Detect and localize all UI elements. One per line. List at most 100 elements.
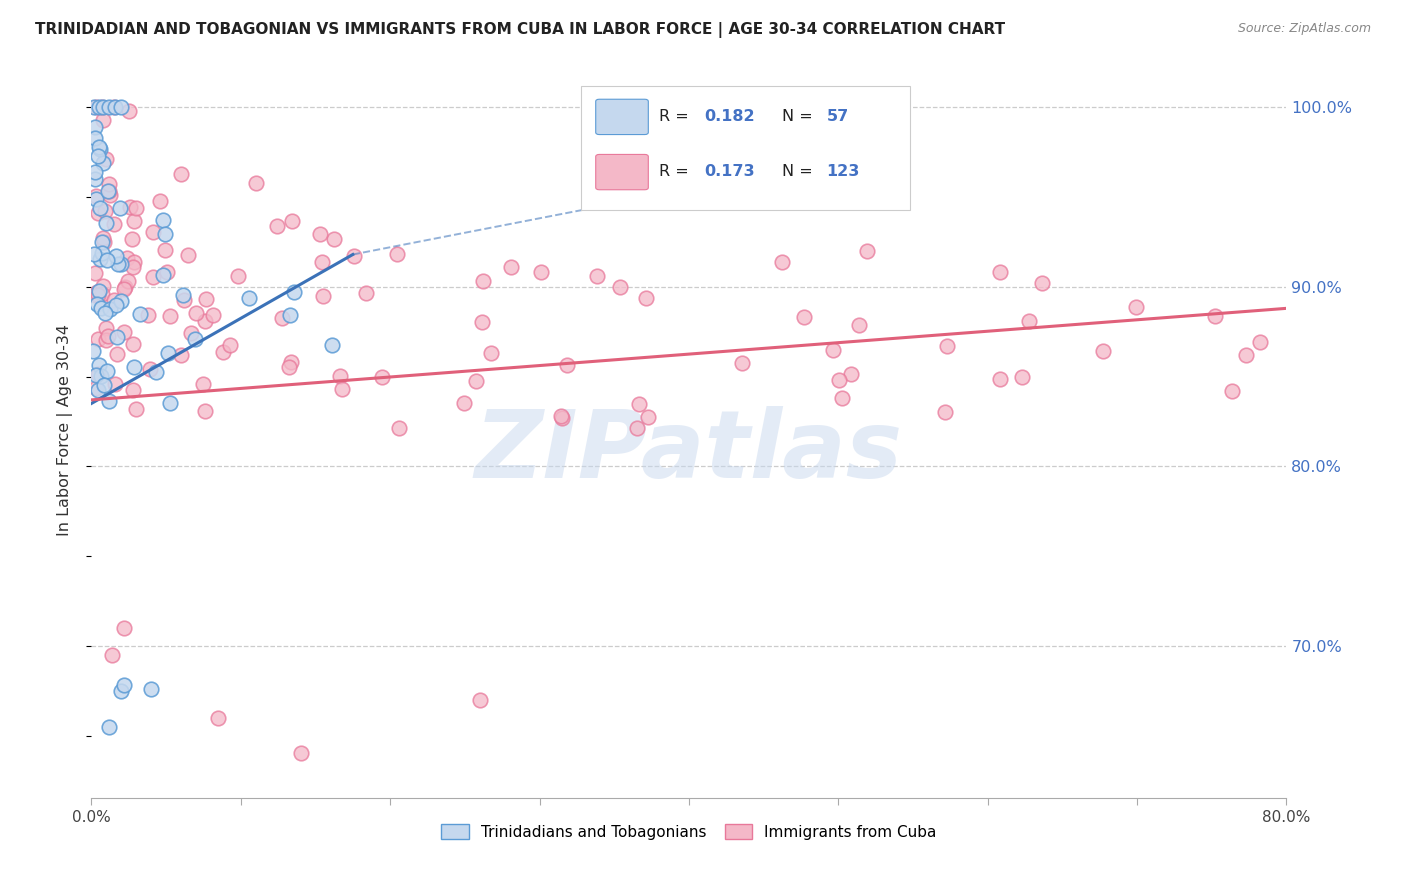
Point <box>311 255 333 269</box>
Point <box>98 185 121 199</box>
Text: N =: N = <box>782 109 818 124</box>
Point <box>122 383 145 397</box>
Point <box>856 244 879 259</box>
Point <box>105 249 128 263</box>
Point <box>94 153 117 167</box>
Point <box>1091 343 1114 358</box>
Point <box>1204 309 1226 323</box>
Point <box>90 301 112 315</box>
Text: 0.173: 0.173 <box>704 164 755 179</box>
Point <box>201 309 224 323</box>
Point <box>103 293 125 307</box>
Point <box>98 178 121 192</box>
Point <box>626 421 648 435</box>
Point <box>934 405 956 419</box>
Point <box>170 167 193 181</box>
Point <box>628 397 651 411</box>
Point <box>309 227 332 241</box>
Point <box>278 359 301 374</box>
Point <box>117 274 139 288</box>
Point <box>371 370 394 384</box>
Point <box>1018 314 1040 328</box>
Point <box>839 368 862 382</box>
Point <box>122 360 145 375</box>
Point <box>472 274 495 288</box>
Point <box>89 143 111 157</box>
Point <box>110 683 132 698</box>
Point <box>121 232 143 246</box>
Point <box>988 372 1011 386</box>
Point <box>311 288 333 302</box>
Point <box>115 252 138 266</box>
Point <box>530 265 553 279</box>
Point <box>122 255 145 269</box>
Point <box>194 314 217 328</box>
Point <box>94 320 117 334</box>
Point <box>84 368 107 382</box>
Point <box>105 346 128 360</box>
Point <box>98 393 121 408</box>
Point <box>82 344 104 359</box>
Point <box>1220 384 1243 399</box>
Point <box>89 140 111 154</box>
Point <box>90 100 112 114</box>
Point <box>139 362 162 376</box>
Point <box>118 200 141 214</box>
Point <box>87 383 110 397</box>
Point <box>112 678 135 692</box>
Point <box>283 285 305 300</box>
Point <box>83 100 105 114</box>
Point <box>988 264 1011 278</box>
Point <box>290 747 312 761</box>
Point <box>121 260 143 274</box>
Point <box>177 248 200 262</box>
Point <box>1236 348 1258 362</box>
Point <box>551 411 574 425</box>
Point <box>152 268 174 283</box>
Point <box>84 192 107 206</box>
Point <box>87 100 110 114</box>
Point <box>153 227 176 241</box>
Point <box>479 346 502 360</box>
Point <box>84 381 107 395</box>
Point <box>270 311 292 326</box>
Legend: Trinidadians and Tobagonians, Immigrants from Cuba: Trinidadians and Tobagonians, Immigrants… <box>434 818 943 846</box>
Point <box>87 288 110 302</box>
Point <box>793 310 815 324</box>
Point <box>170 348 193 362</box>
Point <box>173 293 195 308</box>
Point <box>1125 301 1147 315</box>
Point <box>636 291 658 305</box>
Point <box>823 343 845 357</box>
Point <box>125 401 148 416</box>
Point <box>96 364 118 378</box>
Text: R =: R = <box>659 164 695 179</box>
Point <box>98 302 121 317</box>
Point <box>936 339 959 353</box>
Point <box>89 369 111 384</box>
Point <box>322 232 344 246</box>
Point <box>138 308 160 322</box>
Point <box>86 285 108 299</box>
Point <box>94 333 117 347</box>
Point <box>93 100 115 114</box>
Point <box>343 249 366 263</box>
Text: R =: R = <box>659 109 695 124</box>
Point <box>142 269 165 284</box>
Text: TRINIDADIAN AND TOBAGONIAN VS IMMIGRANTS FROM CUBA IN LABOR FORCE | AGE 30-34 CO: TRINIDADIAN AND TOBAGONIAN VS IMMIGRANTS… <box>35 22 1005 38</box>
Point <box>104 100 127 114</box>
Point <box>103 100 125 114</box>
Point <box>103 377 125 392</box>
Point <box>172 287 194 301</box>
Point <box>91 278 114 293</box>
Point <box>266 219 288 234</box>
Point <box>212 344 235 359</box>
Text: 123: 123 <box>827 164 859 179</box>
Point <box>245 176 267 190</box>
Point <box>93 306 115 320</box>
Point <box>110 257 132 271</box>
Point <box>94 204 117 219</box>
Point <box>83 288 105 302</box>
Point <box>278 308 301 322</box>
Point <box>118 103 141 118</box>
